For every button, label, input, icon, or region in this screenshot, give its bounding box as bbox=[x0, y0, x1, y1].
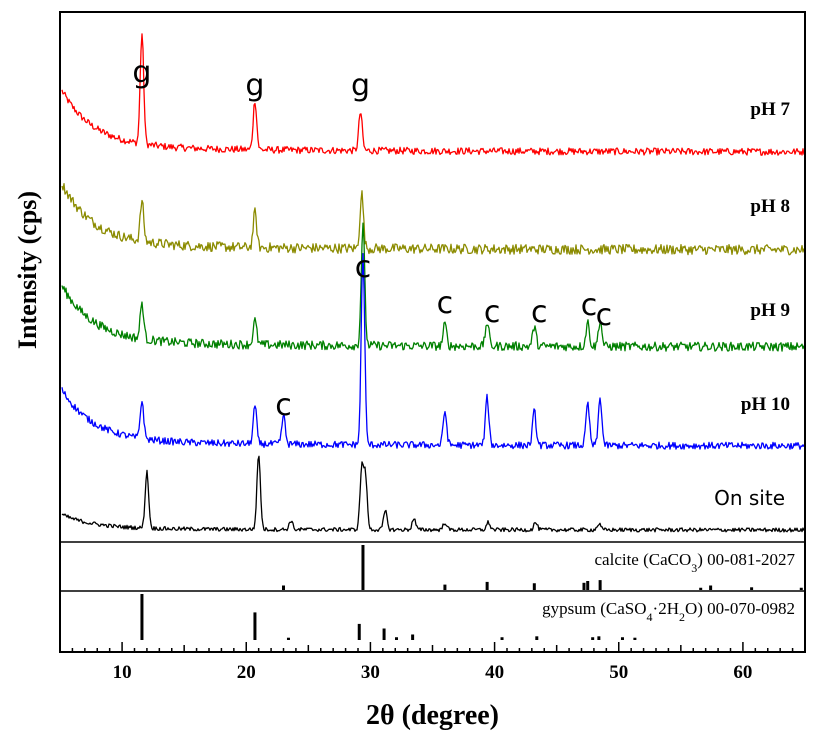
plot-frame bbox=[59, 11, 806, 653]
y-axis-label: Intensity (cps) bbox=[13, 190, 42, 350]
peak-annotation-c-7: c bbox=[581, 288, 598, 323]
x-tick-label-30: 30 bbox=[361, 662, 380, 683]
peak-annotation-g-2: g bbox=[351, 68, 370, 103]
trace-label-ph-10: pH 10 bbox=[741, 394, 790, 415]
trace-label-ph-7: pH 7 bbox=[750, 99, 790, 120]
x-tick-label-10: 10 bbox=[113, 662, 132, 683]
peak-annotation-c-8: c bbox=[596, 298, 613, 333]
trace-ph-9 bbox=[61, 222, 805, 352]
trace-label-ph-9: pH 9 bbox=[750, 300, 790, 321]
x-axis-label: 2θ (degree) bbox=[365, 700, 500, 731]
x-tick-label-50: 50 bbox=[609, 662, 628, 683]
peak-annotation-c-4: c bbox=[437, 286, 454, 321]
y-axis-label-box: Intensity (cps) bbox=[8, 0, 48, 540]
peak-annotation-c-6: c bbox=[531, 295, 548, 330]
peak-annotation-g-1: g bbox=[245, 68, 264, 103]
trace-ph-7 bbox=[61, 33, 805, 156]
peak-annotation-c-3: c bbox=[355, 250, 372, 285]
trace-ph-10 bbox=[61, 252, 805, 450]
peak-annotation-c-5: c bbox=[484, 295, 501, 330]
peak-annotation-g-0: g bbox=[132, 55, 151, 90]
trace-ph-8 bbox=[61, 183, 805, 256]
peak-annotation-c-9: c bbox=[275, 388, 292, 423]
trace-label-on-site: On site bbox=[714, 486, 785, 510]
trace-on-site bbox=[61, 455, 805, 533]
x-tick-label-20: 20 bbox=[237, 662, 256, 683]
x-tick-label-40: 40 bbox=[485, 662, 504, 683]
calcite-label: calcite (CaCO3) 00-081-2027 bbox=[595, 550, 796, 575]
trace-label-ph-8: pH 8 bbox=[750, 196, 790, 217]
x-tick-label-60: 60 bbox=[733, 662, 752, 683]
gypsum-label: gypsum (CaSO4·2H2O) 00-070-0982 bbox=[542, 599, 795, 624]
